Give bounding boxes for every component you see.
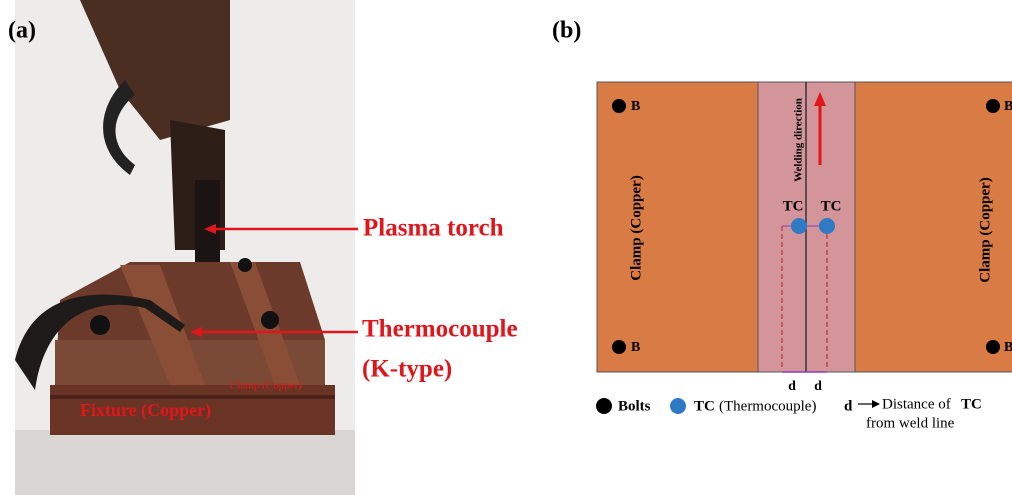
legend-label: Bolts — [618, 398, 651, 414]
legend-label: TC — [694, 398, 715, 414]
thermocouple — [819, 218, 835, 234]
legend-arrow — [872, 400, 880, 408]
legend-marker — [670, 398, 686, 414]
bolt-label: B — [631, 99, 640, 114]
legend-label: Distance of — [882, 396, 951, 412]
annotation: Thermocouple — [362, 316, 518, 343]
figure: (a) Plasma torch Thermocouple (K-type) C… — [0, 0, 1012, 495]
annotation: Plasma torch — [363, 215, 504, 242]
annotation: Clamp (Copper) — [628, 175, 644, 280]
annotation: (K-type) — [362, 356, 452, 383]
annotation: Clamp (Copper) — [230, 380, 302, 392]
legend-marker — [596, 398, 612, 414]
bolt-label: B — [1004, 340, 1012, 355]
legend-label: TC — [961, 396, 982, 412]
legend-label: (Thermocouple) — [719, 398, 816, 414]
legend-label: d — [844, 398, 853, 414]
d-label: d — [814, 379, 822, 394]
panel-label: (b) — [552, 18, 581, 44]
annotation: Clamp (Copper) — [977, 177, 993, 282]
tc-label: TC — [783, 198, 804, 214]
thermocouple — [791, 218, 807, 234]
tc-label: TC — [821, 198, 842, 214]
d-label: d — [788, 379, 796, 394]
panel-label: (a) — [8, 18, 36, 44]
bolt-label: B — [631, 340, 640, 355]
photo — [15, 0, 358, 495]
annotation: Fixture (Copper) — [80, 400, 211, 421]
bolt-label: B — [1004, 99, 1012, 114]
legend-label: from weld line — [866, 415, 955, 431]
annotation: Welding direction — [793, 98, 805, 182]
